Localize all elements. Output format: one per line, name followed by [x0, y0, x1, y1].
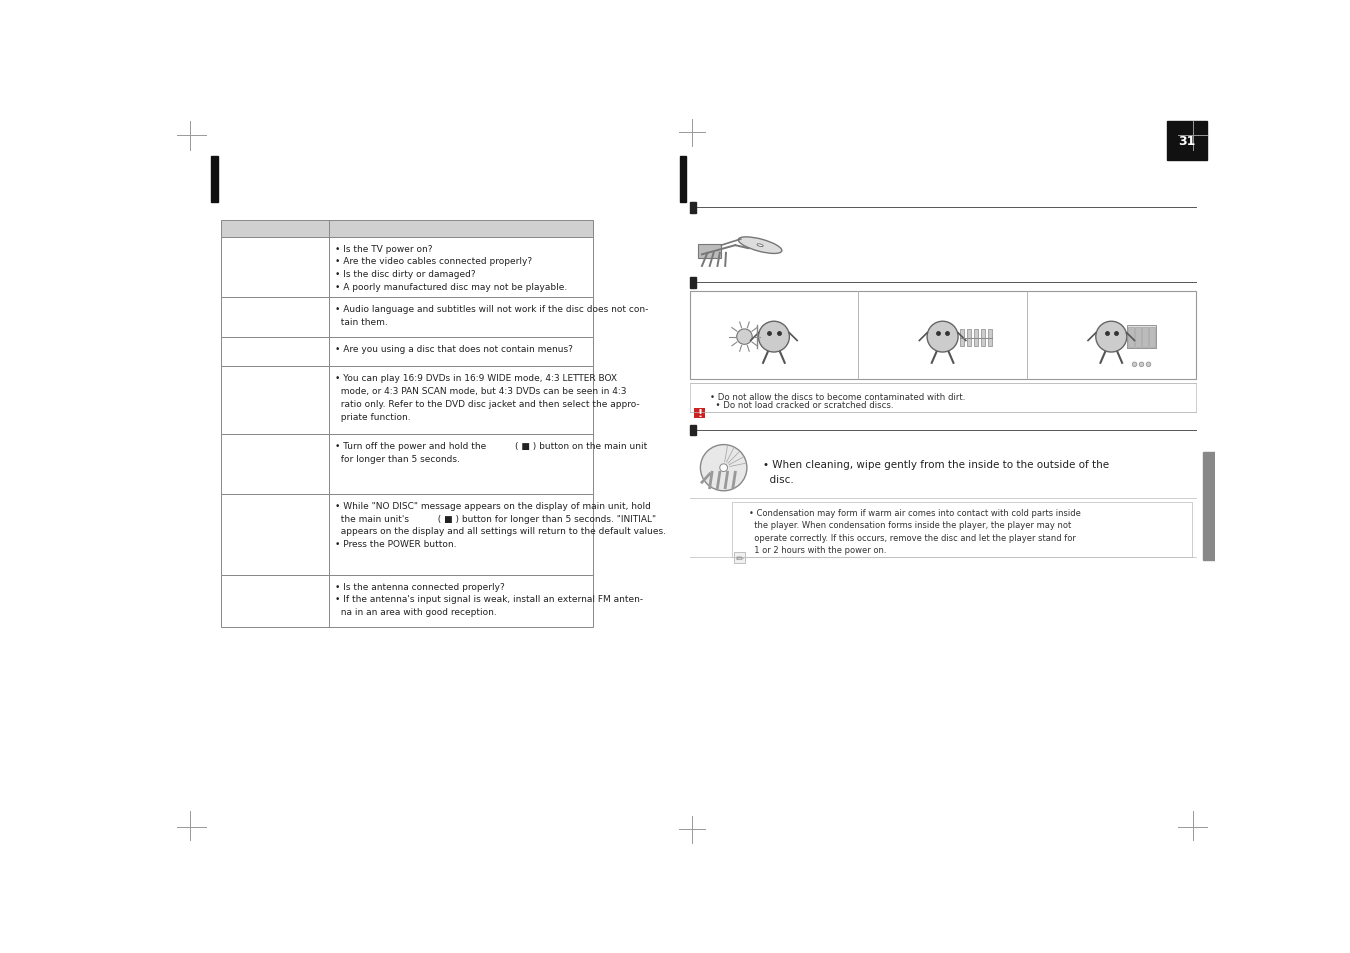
Bar [680, 156, 686, 203]
Circle shape [720, 464, 728, 472]
Bar [980, 330, 986, 347]
Bar [220, 297, 594, 337]
Ellipse shape [757, 245, 763, 247]
Bar [1203, 453, 1215, 560]
Text: • Is the TV power on?
• Are the video cables connected properly?
• Is the disc d: • Is the TV power on? • Are the video ca… [335, 244, 567, 292]
Bar [690, 383, 1196, 413]
Bar [220, 435, 594, 495]
Circle shape [737, 330, 752, 345]
Bar [1142, 327, 1148, 347]
Text: ✏: ✏ [736, 553, 744, 563]
Bar [690, 277, 695, 288]
Circle shape [759, 322, 790, 353]
Bar [690, 425, 695, 436]
Text: • Do not allow the discs to become contaminated with dirt.: • Do not allow the discs to become conta… [710, 393, 965, 402]
Text: 31: 31 [1179, 134, 1196, 148]
Circle shape [1133, 363, 1137, 367]
Bar [988, 330, 992, 347]
Bar [220, 367, 594, 435]
Text: • When cleaning, wipe gently from the inside to the outside of the
  disc.: • When cleaning, wipe gently from the in… [763, 459, 1110, 484]
Text: • Turn off the power and hold the          ( ■ ) button on the main unit
  for l: • Turn off the power and hold the ( ■ ) … [335, 441, 647, 463]
Bar [220, 495, 594, 575]
Bar [973, 330, 979, 347]
Bar [1135, 327, 1141, 347]
Bar [734, 553, 745, 563]
Circle shape [1096, 322, 1127, 353]
Text: • Audio language and subtitles will not work if the disc does not con-
  tain th: • Audio language and subtitles will not … [335, 304, 648, 326]
Text: !: ! [697, 409, 702, 418]
Bar [1166, 122, 1207, 160]
Bar [960, 330, 964, 347]
Bar [1127, 326, 1156, 349]
Bar [220, 237, 594, 297]
Bar [212, 156, 217, 203]
Bar [220, 337, 594, 367]
Bar [967, 330, 971, 347]
Text: • Do not load cracked or scratched discs.: • Do not load cracked or scratched discs… [710, 400, 894, 410]
Text: • You can play 16:9 DVDs in 16:9 WIDE mode, 4:3 LETTER BOX
  mode, or 4:3 PAN SC: • You can play 16:9 DVDs in 16:9 WIDE mo… [335, 374, 640, 421]
Bar [220, 220, 594, 237]
Text: • Is the antenna connected properly?
• If the antenna's input signal is weak, in: • Is the antenna connected properly? • I… [335, 582, 643, 617]
Circle shape [701, 445, 747, 491]
Bar [1149, 327, 1154, 347]
Text: • Are you using a disc that does not contain menus?: • Are you using a disc that does not con… [335, 344, 572, 354]
Circle shape [1139, 363, 1143, 367]
Bar [694, 408, 705, 419]
Bar [698, 245, 721, 259]
Ellipse shape [738, 237, 782, 254]
Bar [1129, 327, 1134, 347]
Text: • While "NO DISC" message appears on the display of main unit, hold
  the main u: • While "NO DISC" message appears on the… [335, 501, 666, 549]
Bar [690, 203, 695, 213]
Bar [220, 575, 594, 627]
Bar [690, 292, 1196, 379]
Circle shape [927, 322, 958, 353]
Circle shape [1146, 363, 1150, 367]
Bar [732, 502, 1192, 558]
Text: • Condensation may form if warm air comes into contact with cold parts inside
  : • Condensation may form if warm air come… [749, 508, 1081, 555]
